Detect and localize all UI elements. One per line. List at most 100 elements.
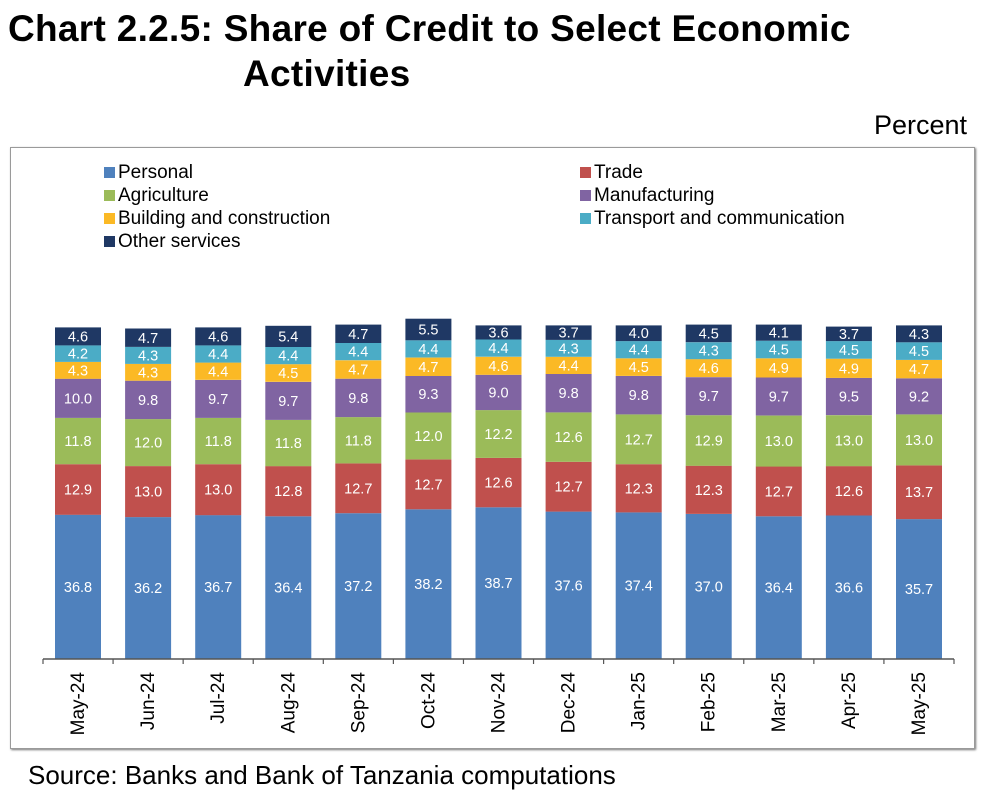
bar-segment-trade — [475, 457, 522, 508]
bar-segment-building-and-construction — [265, 364, 312, 382]
legend-swatch — [104, 236, 115, 247]
data-label: 11.8 — [64, 434, 91, 450]
x-tick-label: Oct-24 — [418, 672, 439, 729]
bar-segment-manufacturing — [125, 380, 172, 420]
bar-segment-other-services — [685, 324, 732, 343]
data-label: 4.7 — [348, 327, 368, 343]
x-tick-label: Jun-24 — [138, 672, 159, 731]
bar-segment-trade — [125, 466, 172, 518]
bar-segment-trade — [405, 459, 452, 510]
bar-segment-transport-and-communication — [335, 343, 382, 361]
bar-segment-manufacturing — [265, 381, 312, 420]
bar-segment-personal — [265, 516, 312, 659]
data-label: 36.6 — [835, 580, 863, 596]
x-tick-label: Jan-25 — [629, 672, 650, 730]
data-label: 36.8 — [64, 580, 92, 596]
legend-item-building: Building and construction — [104, 207, 330, 230]
data-label: 11.8 — [205, 434, 232, 450]
bar-segment-transport-and-communication — [545, 339, 592, 357]
x-tick-label: Nov-24 — [489, 672, 510, 734]
bar-stack-Jun-24: 36.213.012.09.84.34.34.7 — [125, 328, 172, 659]
bar-segment-transport-and-communication — [405, 340, 452, 358]
bar-segment-building-and-construction — [825, 358, 872, 378]
data-label: 11.8 — [275, 436, 302, 452]
data-label: 4.2 — [68, 347, 88, 363]
data-label: 4.5 — [769, 343, 789, 359]
data-label: 4.4 — [278, 349, 298, 365]
data-label: 12.7 — [625, 432, 653, 448]
data-label: 12.9 — [695, 434, 723, 450]
bar-segment-personal — [55, 514, 101, 659]
bar-segment-transport-and-communication — [265, 347, 312, 365]
data-label: 36.4 — [765, 581, 793, 597]
bar-segment-other-services — [825, 326, 872, 342]
bar-stack-Jul-24: 36.7 13.0 11.8 9.7 4.44.4 4.6 — [195, 327, 242, 659]
bar-segment-agriculture — [475, 410, 522, 458]
source-note: Source: Banks and Bank of Tanzania compu… — [28, 760, 616, 790]
data-label: 4.7 — [909, 362, 929, 378]
data-label: 5.5 — [418, 323, 438, 339]
bar-stack-May-24: 36.8 12.9 11.8 10.0 4.34.2 4.6 — [55, 327, 101, 659]
data-label: 12.8 — [274, 484, 302, 500]
bar-segment-personal — [755, 516, 802, 659]
bar-segment-transport-and-communication — [896, 342, 942, 360]
data-label: 38.2 — [414, 577, 442, 593]
data-label: 12.6 — [484, 476, 512, 492]
bar-segment-transport-and-communication — [685, 342, 732, 360]
bar-segment-manufacturing — [825, 377, 872, 416]
data-label: 37.4 — [625, 579, 653, 595]
data-label: 12.6 — [835, 484, 863, 500]
data-label: 4.1 — [769, 326, 789, 342]
data-label: 4.3 — [138, 348, 158, 364]
data-label: 12.7 — [554, 480, 582, 496]
data-label: 13.0 — [835, 434, 863, 450]
bar-segment-transport-and-communication — [755, 340, 802, 359]
data-label: 4.3 — [909, 327, 929, 343]
bar-stack-Oct-24: 38.2 12.7 12.0 9.3 4.7 4.4 5.5 — [405, 318, 452, 659]
bar-segment-other-services — [896, 325, 942, 343]
bar-segment-personal — [335, 513, 382, 659]
data-label: 10.0 — [64, 391, 92, 407]
data-label: 11.8 — [345, 433, 372, 449]
bar-segment-manufacturing — [615, 376, 662, 415]
data-label: 9.7 — [699, 389, 719, 405]
bar-segment-agriculture — [405, 412, 452, 460]
data-label: 38.7 — [484, 576, 512, 592]
bar-segment-other-services — [405, 318, 452, 341]
bar-segment-trade — [265, 466, 312, 517]
data-label: 12.3 — [695, 483, 723, 499]
x-tick-label: May-25 — [909, 672, 930, 735]
bar-segment-manufacturing — [545, 374, 592, 413]
bar-stack-May-25: 35.7 13.7 13.0 9.2 4.7 4.54.3 — [896, 325, 942, 659]
data-label: 37.2 — [344, 579, 372, 595]
data-label: 13.7 — [905, 485, 933, 501]
data-label: 4.6 — [208, 329, 228, 345]
bar-segment-agriculture — [755, 415, 802, 467]
bar-segment-agriculture — [195, 417, 242, 465]
bar-segment-other-services — [545, 325, 592, 340]
bar-segment-trade — [755, 466, 802, 517]
data-label: 12.7 — [765, 484, 793, 500]
bar-segment-trade — [825, 466, 872, 516]
data-label: 4.5 — [909, 344, 929, 360]
bar-segment-other-services — [125, 328, 172, 347]
bar-segment-agriculture — [825, 415, 872, 467]
data-label: 37.0 — [695, 580, 723, 596]
legend-item-agriculture: Agriculture — [104, 184, 330, 207]
bar-segment-building-and-construction — [475, 356, 522, 375]
legend-label: Manufacturing — [594, 185, 715, 206]
bar-segment-personal — [195, 515, 242, 659]
bar-segment-trade — [55, 464, 101, 515]
bar-segment-building-and-construction — [896, 359, 942, 379]
data-label: 36.7 — [204, 580, 232, 596]
data-label: 5.4 — [278, 329, 298, 345]
data-label: 4.6 — [699, 361, 719, 377]
data-label: 9.8 — [348, 391, 368, 407]
bar-segment-other-services — [475, 325, 522, 340]
bar-stack-Dec-24: 37.6 12.7 12.6 9.8 4.44.33.7 — [545, 325, 592, 659]
bar-segment-building-and-construction — [615, 358, 662, 376]
bar-segment-building-and-construction — [405, 357, 452, 376]
bar-segment-building-and-construction — [195, 362, 242, 380]
bar-stack-Jan-25: 37.4 12.3 12.7 9.8 4.54.44.0 — [615, 325, 662, 659]
